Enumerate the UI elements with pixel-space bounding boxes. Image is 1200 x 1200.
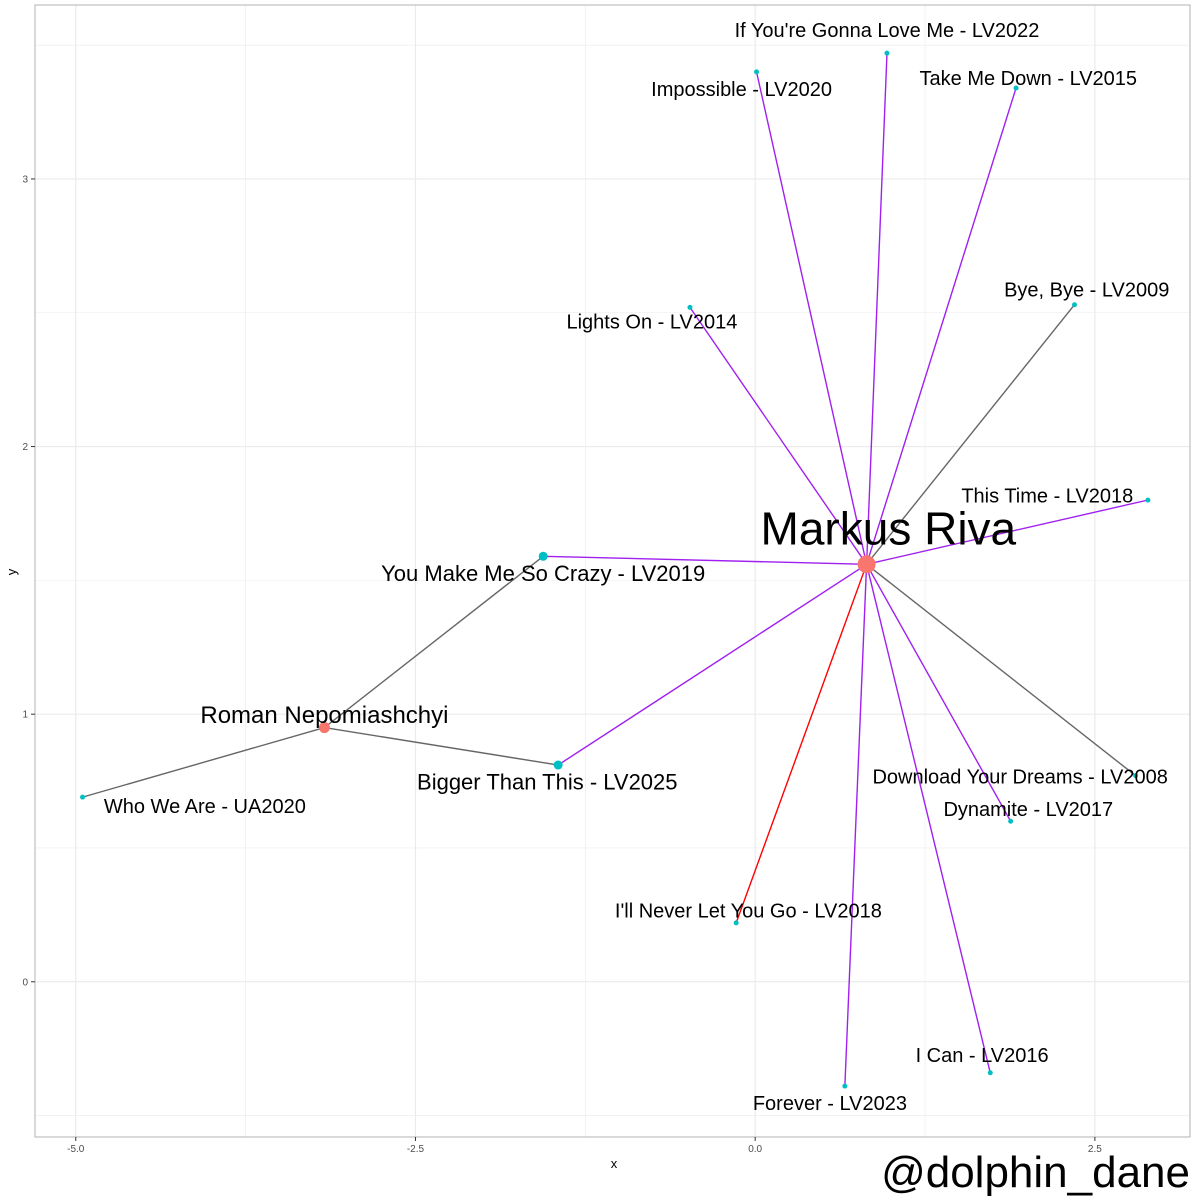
- node-tt: [1145, 497, 1151, 503]
- axis-ticks: -5.0 -2.5 0.0 2.5 0 1 2 3: [22, 174, 1102, 1155]
- node-tmd: [1013, 85, 1019, 91]
- edge-roman-wwa: [82, 726, 325, 798]
- watermark-handle: @dolphin_dane: [881, 1148, 1190, 1197]
- edge-markus-imp: [755, 71, 868, 565]
- y-tick-label: 0: [22, 977, 28, 988]
- node-dyd: [1133, 773, 1139, 779]
- label-markus: Markus Riva: [761, 502, 1017, 554]
- label-roman: Roman Nepomiashchyi: [200, 702, 448, 729]
- edge-roman-btt: [324, 726, 559, 766]
- y-tick-label: 2: [22, 442, 28, 453]
- edge-markus-forever: [844, 564, 868, 1087]
- label-iygl: If You're Gonna Love Me - LV2022: [735, 20, 1040, 42]
- label-tt: This Time - LV2018: [961, 486, 1133, 508]
- label-tmd: Take Me Down - LV2015: [920, 68, 1138, 90]
- label-dyd: Download Your Dreams - LV2008: [872, 767, 1167, 789]
- x-tick-label: 2.5: [1088, 1144, 1102, 1155]
- label-dyn: Dynamite - LV2017: [943, 799, 1113, 821]
- node-ican: [987, 1070, 993, 1076]
- edge-markus-tmd: [865, 87, 1017, 565]
- y-axis-title: y: [4, 568, 19, 575]
- node-roman: [318, 722, 330, 734]
- edge-markus-iygl: [865, 53, 888, 565]
- label-ican: I Can - LV2016: [916, 1045, 1049, 1067]
- y-tick-label: 3: [22, 174, 28, 185]
- edge-markus-dyn: [865, 563, 1012, 822]
- edge-markus-dyd: [866, 563, 1137, 777]
- node-imp: [754, 69, 760, 75]
- node-wwa: [80, 794, 86, 800]
- node-inlygo: [733, 920, 739, 926]
- grid-minor-lines: [35, 5, 1190, 1137]
- x-tick-label: -5.0: [67, 1144, 85, 1155]
- edge-markus-ymmsc: [543, 555, 867, 566]
- label-wwa: Who We Are - UA2020: [104, 796, 306, 818]
- edge-markus-ican: [865, 564, 991, 1073]
- node-labels: Markus Riva Roman Nepomiashchyi You Make M…: [104, 20, 1170, 1115]
- label-inlygo: I'll Never Let You Go - LV2018: [615, 900, 882, 922]
- edge-markus-tt: [866, 499, 1149, 565]
- y-tick-label: 1: [22, 710, 28, 721]
- panel-border: [34, 4, 1191, 1138]
- node-forever: [842, 1083, 848, 1089]
- node-btt: [553, 760, 563, 770]
- node-lo: [687, 304, 693, 310]
- node-ymmsc: [538, 551, 548, 561]
- node-markus: [857, 555, 876, 574]
- edge-markus-lo: [689, 307, 868, 565]
- x-tick-label: 0.0: [748, 1144, 762, 1155]
- label-forever: Forever - LV2023: [753, 1093, 907, 1115]
- x-tick-label: -2.5: [407, 1144, 425, 1155]
- label-imp: Impossible - LV2020: [651, 79, 832, 101]
- node-bb: [1072, 302, 1077, 308]
- edge-markus-bb: [866, 304, 1076, 565]
- node-iygl: [884, 50, 890, 56]
- label-lo: Lights On - LV2014: [566, 312, 737, 334]
- edges: [82, 53, 1149, 1087]
- edge-roman-ymmsc: [323, 555, 544, 729]
- edge-markus-btt: [557, 563, 867, 766]
- grid-major-lines: [35, 5, 1190, 1137]
- x-axis-title: x: [611, 1156, 618, 1171]
- label-btt: Bigger Than This - LV2025: [417, 770, 678, 795]
- label-bb: Bye, Bye - LV2009: [1004, 280, 1169, 302]
- label-ymmsc: You Make Me So Crazy - LV2019: [381, 561, 705, 586]
- nodes: [80, 50, 1151, 1089]
- edge-markus-inlygo: [735, 564, 868, 924]
- node-dyn: [1008, 818, 1014, 824]
